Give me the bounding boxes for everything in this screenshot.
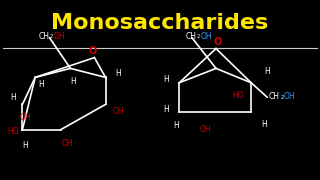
Text: H: H xyxy=(264,68,270,76)
Text: OH: OH xyxy=(284,92,295,101)
Text: H: H xyxy=(116,69,121,78)
Text: CH: CH xyxy=(269,92,280,101)
Text: OH: OH xyxy=(20,112,31,122)
Text: OH: OH xyxy=(53,31,65,40)
Text: OH: OH xyxy=(61,140,73,148)
Text: OH: OH xyxy=(201,31,212,40)
Text: CH: CH xyxy=(38,31,49,40)
Text: H: H xyxy=(10,93,16,102)
Text: OH: OH xyxy=(200,125,212,134)
Text: H: H xyxy=(23,141,28,150)
Text: Monosaccharides: Monosaccharides xyxy=(52,13,268,33)
Text: H: H xyxy=(71,76,76,86)
Text: H: H xyxy=(39,80,44,89)
Text: H: H xyxy=(164,75,169,84)
Text: HO: HO xyxy=(233,91,244,100)
Text: H: H xyxy=(173,122,179,130)
Text: OH: OH xyxy=(113,107,124,116)
Text: 2: 2 xyxy=(280,95,284,100)
Text: HO: HO xyxy=(7,127,19,136)
Text: H: H xyxy=(261,120,267,129)
Text: 2: 2 xyxy=(197,34,201,39)
Text: 2: 2 xyxy=(50,34,53,39)
Text: O: O xyxy=(89,46,97,56)
Text: O: O xyxy=(213,37,222,47)
Text: H: H xyxy=(164,105,169,114)
Text: CH: CH xyxy=(186,31,196,40)
